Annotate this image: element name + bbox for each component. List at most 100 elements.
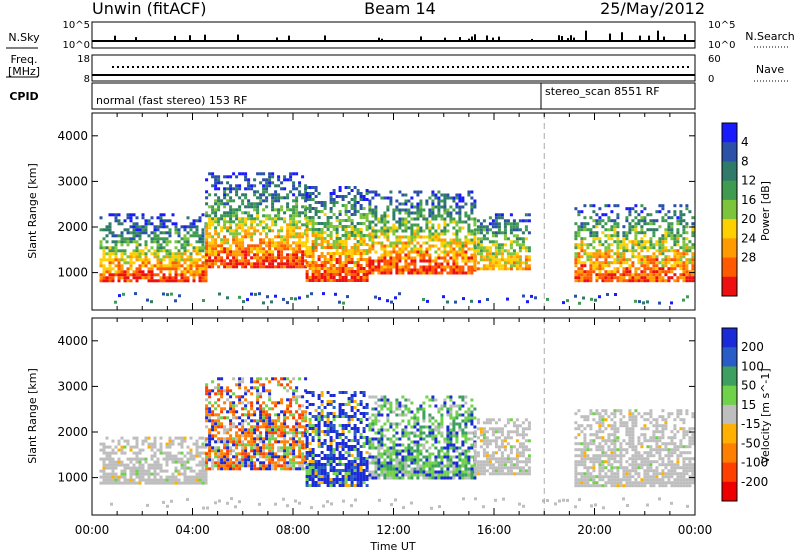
scatter-cell — [277, 262, 281, 266]
scatter-cell — [265, 452, 269, 456]
scatter-cell — [268, 238, 272, 242]
scatter-cell — [371, 229, 375, 233]
scatter-cell — [449, 238, 453, 242]
scatter-cell — [643, 246, 647, 250]
scatter-cell — [410, 271, 414, 275]
scatter-cell — [646, 249, 650, 253]
scatter-cell — [289, 208, 293, 212]
scatter-cell — [126, 237, 130, 241]
scatter-cell — [311, 219, 315, 222]
scatter-cell — [613, 225, 617, 229]
scatter-cell — [253, 431, 257, 435]
scatter-cell — [446, 265, 450, 269]
scatter-cell — [491, 264, 495, 268]
scatter-cell — [165, 264, 169, 268]
scatter-cell — [201, 469, 205, 473]
scatter-cell — [217, 392, 221, 396]
scatter-cell — [265, 464, 269, 468]
scatter-cell — [244, 232, 248, 236]
scatter-cell — [341, 403, 345, 406]
scatter-cell — [241, 202, 245, 206]
scatter-cell — [688, 261, 692, 265]
scatter-cell — [386, 259, 390, 263]
scatter-cell — [280, 238, 284, 242]
scatter-cell — [117, 273, 121, 277]
scatter-cell — [114, 243, 118, 247]
scatter-cell — [244, 404, 248, 408]
scatter-cell — [664, 261, 668, 265]
scatter-cell — [595, 237, 599, 241]
near-range-cell — [178, 294, 181, 298]
scatter-cell — [208, 449, 212, 453]
scatter-cell — [473, 202, 477, 206]
scatter-cell — [195, 475, 199, 479]
scatter-cell — [667, 279, 671, 283]
scatter-cell — [362, 457, 366, 460]
scatter-cell — [380, 220, 384, 224]
scatter-cell — [144, 439, 148, 443]
scatter-cell — [253, 428, 257, 432]
scatter-cell — [132, 472, 136, 476]
scatter-cell — [111, 273, 115, 277]
scatter-cell — [392, 208, 396, 212]
scatter-cell — [253, 184, 257, 188]
scatter-cell — [205, 398, 209, 402]
scatter-cell — [250, 443, 254, 447]
scatter-cell — [205, 235, 209, 239]
scatter-cell — [192, 231, 196, 235]
scatter-cell — [362, 195, 366, 198]
scatter-cell — [244, 413, 248, 417]
nsky-bar — [474, 34, 476, 41]
scatter-cell — [250, 401, 254, 405]
scatter-cell — [443, 229, 447, 233]
scatter-cell — [214, 226, 218, 230]
scatter-cell — [250, 202, 254, 206]
scatter-cell — [485, 228, 489, 232]
scatter-cell — [286, 241, 290, 245]
scatter-cell — [353, 243, 357, 246]
scatter-cell — [353, 394, 357, 397]
scatter-cell — [404, 268, 408, 272]
scatter-cell — [335, 243, 339, 246]
scatter-cell — [628, 258, 632, 262]
scatter-cell — [129, 240, 133, 244]
scatter-cell — [380, 443, 384, 447]
scatter-cell — [129, 460, 133, 464]
scatter-cell — [353, 427, 357, 430]
scatter-cell — [637, 258, 641, 262]
scatter-cell — [138, 228, 142, 232]
scatter-cell — [667, 258, 671, 262]
scatter-cell — [305, 439, 309, 442]
scatter-cell — [244, 175, 248, 179]
scatter-cell — [217, 398, 221, 402]
scatter-cell — [253, 256, 257, 260]
scatter-cell — [646, 228, 650, 232]
scatter-cell — [117, 213, 121, 217]
scatter-cell — [102, 279, 106, 283]
scatter-cell — [314, 186, 318, 189]
scatter-cell — [356, 478, 360, 481]
scatter-cell — [295, 461, 299, 465]
scatter-cell — [301, 211, 305, 215]
scatter-cell — [667, 270, 671, 274]
scatter-cell — [341, 243, 345, 246]
scatter-cell — [271, 265, 275, 269]
scatter-cell — [410, 229, 414, 233]
scatter-cell — [244, 247, 248, 251]
scatter-cell — [470, 268, 474, 272]
scatter-cell — [356, 192, 360, 195]
scatter-cell — [150, 216, 154, 220]
scatter-cell — [670, 267, 674, 271]
scatter-cell — [332, 276, 336, 279]
scatter-cell — [308, 412, 312, 415]
scatter-cell — [374, 446, 378, 450]
scatter-cell — [598, 237, 602, 241]
scatter-cell — [253, 229, 257, 233]
scatter-cell — [141, 475, 145, 479]
near-range-cell — [422, 298, 425, 301]
scatter-cell — [383, 223, 387, 227]
scatter-cell — [311, 466, 315, 469]
scatter-cell — [138, 270, 142, 274]
scatter-cell — [386, 244, 390, 248]
scatter-cell — [586, 222, 590, 226]
